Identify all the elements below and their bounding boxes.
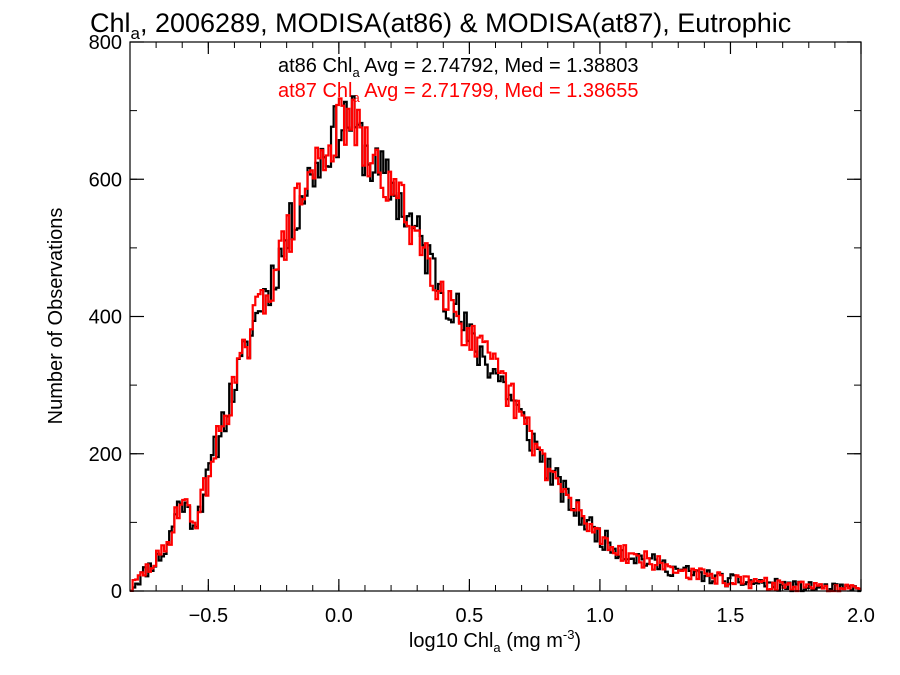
plot-frame bbox=[129, 41, 862, 592]
stats-at86: at86 Chla Avg = 2.74792, Med = 1.38803 bbox=[278, 55, 638, 80]
chart-title: Chla, 2006289, MODISA(at86) & MODISA(at8… bbox=[90, 8, 791, 43]
x-tick-label: 1.0 bbox=[586, 605, 614, 627]
x-tick-label: 0.5 bbox=[455, 605, 483, 627]
y-axis-label: Number of Observations bbox=[45, 208, 67, 425]
x-axis: −0.5 0.0 0.5 1.0 1.5 2.0 bbox=[129, 42, 875, 627]
y-tick-label: 400 bbox=[89, 307, 122, 329]
x-tick-label: 0.0 bbox=[325, 605, 353, 627]
x-tick-label: −0.5 bbox=[189, 605, 228, 627]
x-tick-label: 2.0 bbox=[847, 605, 875, 627]
x-tick-label: 1.5 bbox=[717, 605, 745, 627]
y-tick-label: 200 bbox=[89, 444, 122, 466]
x-axis-label: log10 Chla (mg m-3) bbox=[409, 627, 581, 655]
y-tick-label: 0 bbox=[111, 581, 122, 603]
y-axis: 0 200 400 600 800 bbox=[89, 32, 861, 603]
histogram-series-0 bbox=[130, 95, 861, 593]
stats-legend: at86 Chla Avg = 2.74792, Med = 1.38803 a… bbox=[278, 55, 638, 105]
series-layer bbox=[130, 95, 861, 593]
y-tick-label: 600 bbox=[89, 169, 122, 191]
histogram-series-1 bbox=[130, 97, 861, 593]
stats-at87: at87 Chla Avg = 2.71799, Med = 1.38655 bbox=[278, 80, 638, 105]
y-tick-label: 800 bbox=[89, 32, 122, 54]
